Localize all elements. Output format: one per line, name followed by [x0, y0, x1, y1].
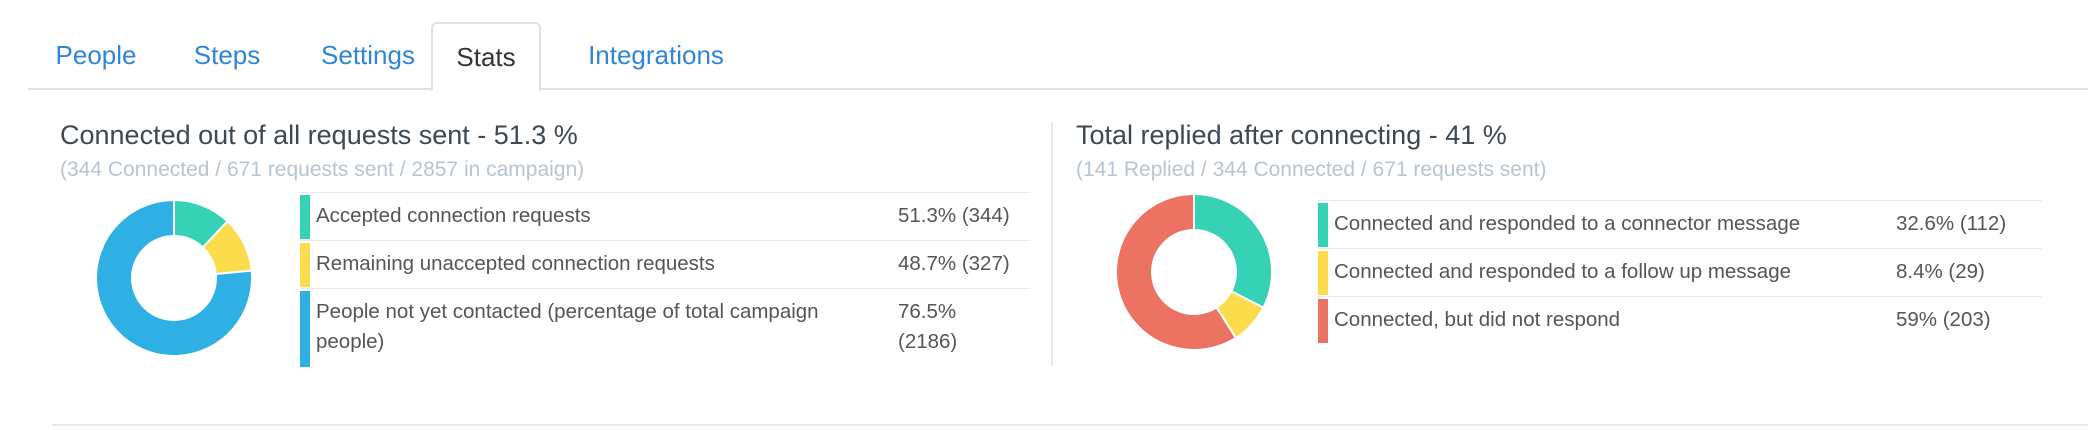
panel-subtitle: (141 Replied / 344 Connected / 671 reque…	[1076, 158, 1547, 181]
panel-title: Connected out of all requests sent - 51.…	[60, 120, 578, 150]
connected-legend: Accepted connection requests 51.3% (344)…	[300, 192, 1030, 368]
connected-donut-chart	[95, 198, 253, 357]
legend-value: 8.4% (29)	[1896, 260, 1985, 283]
tab-settings[interactable]: Settings	[321, 40, 415, 70]
legend-value: 48.7% (327)	[898, 252, 1010, 275]
swatch-teal	[300, 195, 310, 239]
replied-legend: Connected and responded to a connector m…	[1318, 200, 2042, 346]
connected-stats-panel: Connected out of all requests sent - 51.…	[60, 120, 1030, 380]
replied-donut-slice-3	[1115, 192, 1238, 351]
legend-value: 51.3% (344)	[898, 204, 1010, 227]
legend-row: Connected and responded to a connector m…	[1318, 200, 2042, 248]
tab-bar: People Steps Settings Stats Integrations	[28, 22, 2088, 92]
tab-stats[interactable]: Stats	[431, 22, 541, 92]
panel-title: Total replied after connecting - 41 %	[1076, 120, 1507, 150]
swatch-blue	[300, 291, 310, 367]
legend-label: Remaining unaccepted connection requests	[316, 252, 715, 275]
swatch-yellow	[300, 243, 310, 287]
tab-people[interactable]: People	[55, 40, 137, 70]
legend-label: Connected, but did not respond	[1334, 308, 1621, 331]
legend-label: Connected and responded to a follow up m…	[1334, 260, 1792, 283]
legend-row: People not yet contacted (percentage of …	[300, 288, 1030, 368]
connected-donut-slice-3	[95, 198, 253, 357]
replied-donut-slice-1	[1193, 192, 1273, 310]
replied-stats-panel: Total replied after connecting - 41 % (1…	[1076, 120, 2046, 380]
legend-row: Connected, but did not respond 59% (203)	[1318, 296, 2042, 344]
legend-row: Accepted connection requests 51.3% (344)	[300, 192, 1030, 240]
swatch-salmon	[1318, 299, 1328, 343]
legend-value: 59% (203)	[1896, 308, 1991, 331]
tab-integrations[interactable]: Integrations	[588, 40, 724, 70]
swatch-yellow	[1318, 251, 1328, 295]
legend-label: People not yet contacted (percentage of …	[316, 300, 819, 353]
legend-label: Accepted connection requests	[316, 204, 591, 227]
legend-row: Connected and responded to a follow up m…	[1318, 248, 2042, 296]
legend-row: Remaining unaccepted connection requests…	[300, 240, 1030, 288]
panel-divider	[1051, 122, 1053, 366]
tab-steps[interactable]: Steps	[193, 40, 261, 70]
panel-subtitle: (344 Connected / 671 requests sent / 285…	[60, 158, 585, 181]
replied-donut-chart	[1115, 192, 1273, 351]
bottom-divider	[52, 424, 2088, 426]
swatch-teal	[1318, 203, 1328, 247]
legend-value: 76.5% (2186)	[898, 300, 958, 353]
legend-value: 32.6% (112)	[1896, 212, 2007, 235]
legend-label: Connected and responded to a connector m…	[1334, 212, 1801, 235]
